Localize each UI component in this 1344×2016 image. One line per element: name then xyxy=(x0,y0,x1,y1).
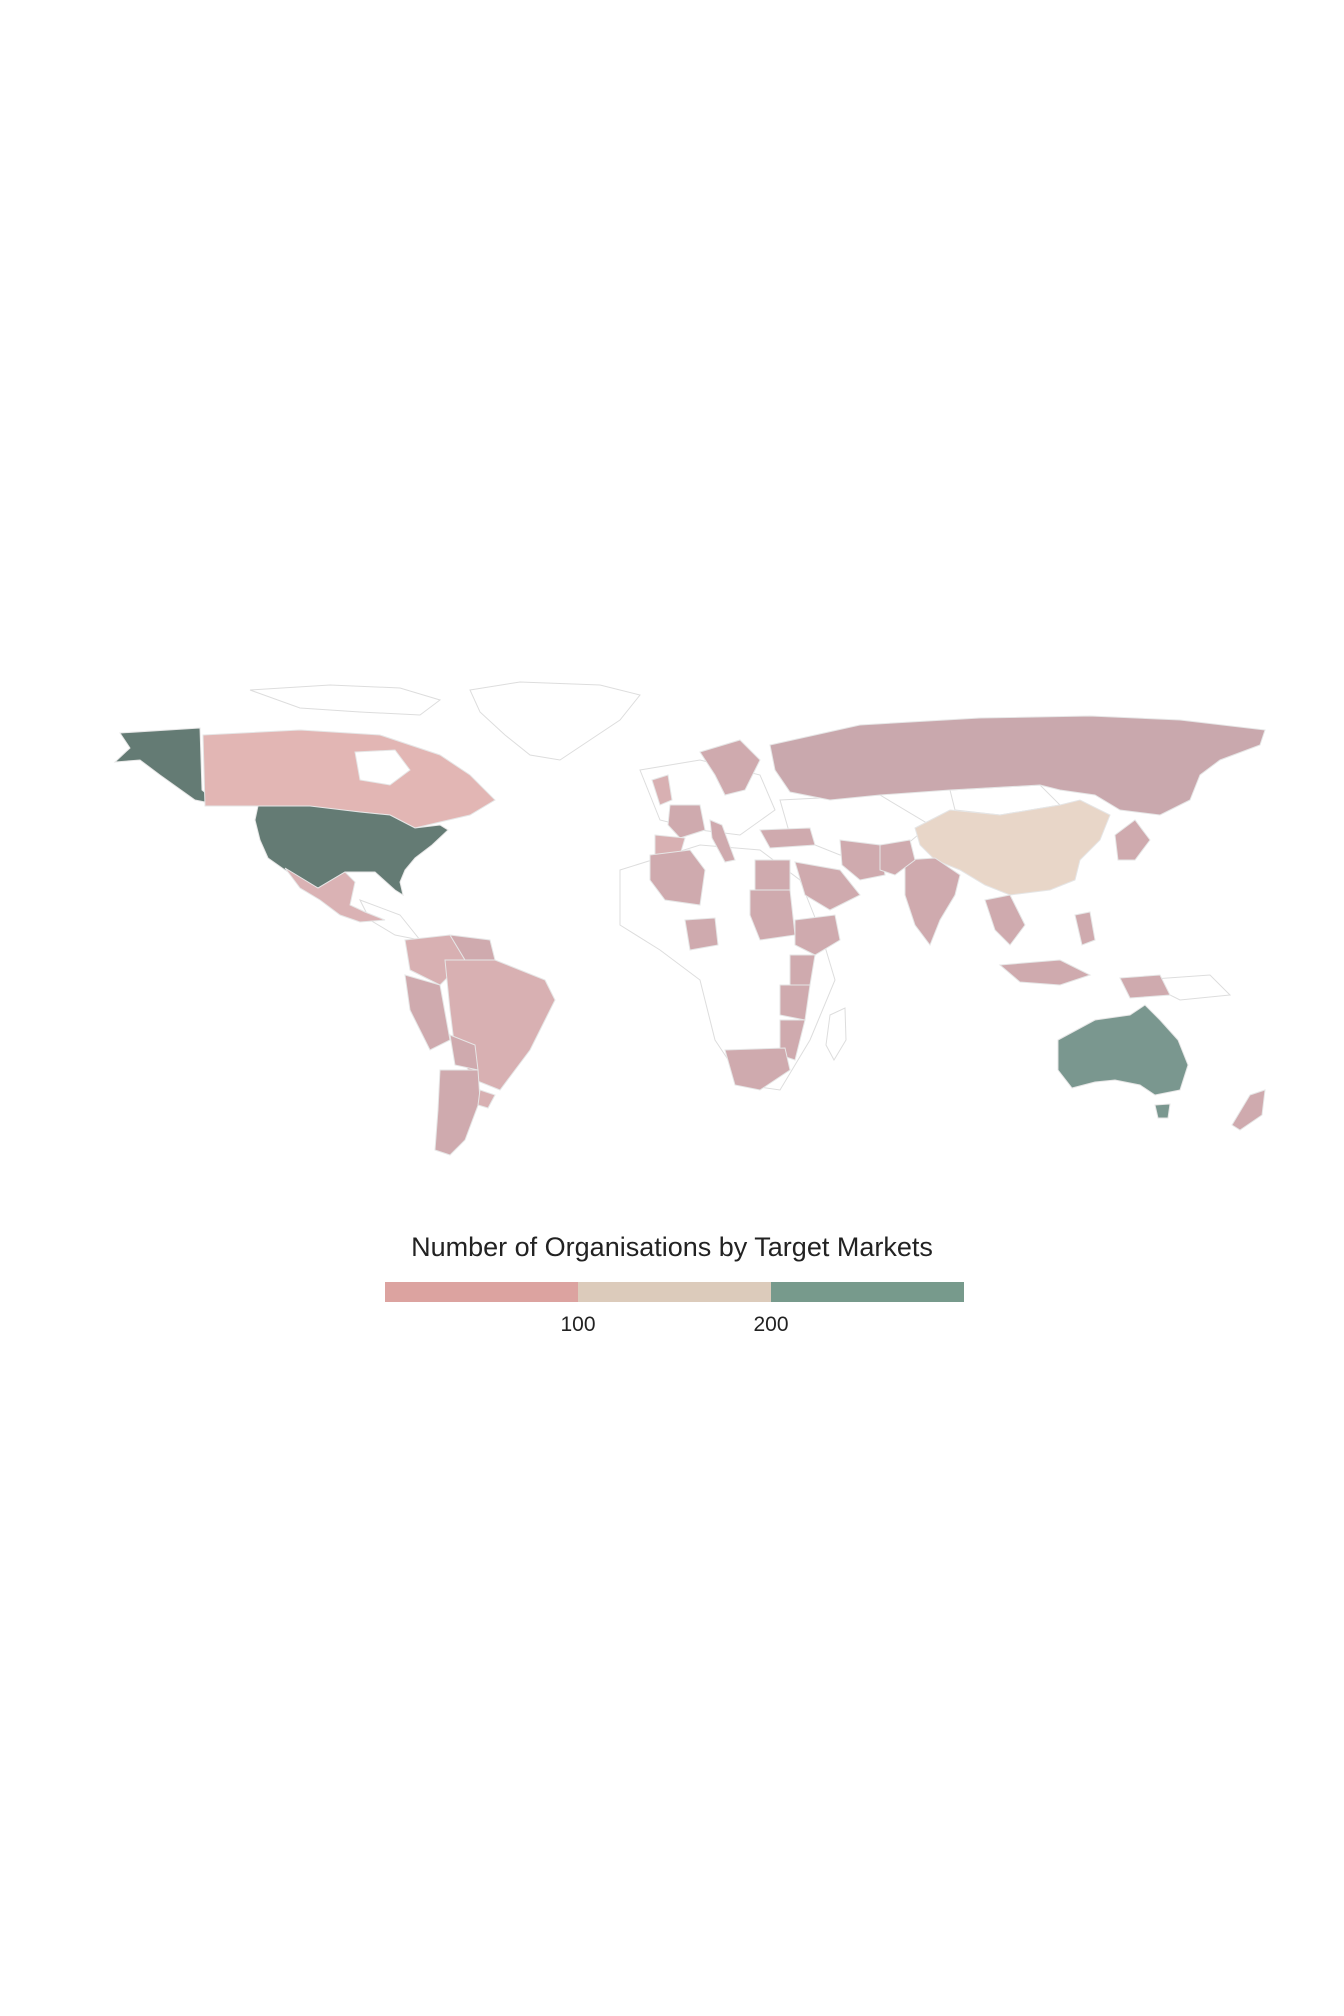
turkey-shape xyxy=(759,827,816,849)
kenya-shape xyxy=(789,954,816,986)
mozambique-shape xyxy=(779,1019,806,1061)
algeria-shape xyxy=(649,849,706,906)
legend-segment-low xyxy=(385,1282,578,1302)
tanzania-shape xyxy=(779,984,811,1021)
mexico-shape xyxy=(284,867,386,923)
countries-with-data xyxy=(113,715,1266,1156)
legend-tick-200: 200 xyxy=(753,1313,789,1336)
legend-tick-100: 100 xyxy=(560,1313,596,1336)
arctic-islands-shape xyxy=(249,684,442,716)
hudson-bay-shape xyxy=(354,749,411,786)
scandinavia-shape xyxy=(699,739,761,796)
legend-segment-mid xyxy=(578,1282,771,1302)
png-shape xyxy=(1119,974,1171,999)
greenland-shape xyxy=(469,681,641,761)
legend-segment-high xyxy=(771,1282,964,1302)
uruguay-shape xyxy=(477,1089,496,1109)
iran-shape xyxy=(839,839,886,881)
indonesia-shape xyxy=(998,959,1092,986)
philippines-shape xyxy=(1074,911,1096,946)
nigeria-shape xyxy=(684,917,719,951)
new-zealand-shape xyxy=(1231,1089,1266,1131)
uk-shape xyxy=(651,774,673,806)
ethiopia-shape xyxy=(794,914,841,956)
france-shape xyxy=(667,804,706,839)
madagascar-shape xyxy=(825,1007,847,1062)
korea-japan-shape xyxy=(1114,819,1151,861)
china-shape xyxy=(914,799,1111,896)
tasmania-shape xyxy=(1154,1103,1171,1119)
saudi-shape xyxy=(794,861,861,911)
india-shape xyxy=(904,857,961,947)
alaska-shape xyxy=(113,727,221,806)
south-africa-shape xyxy=(724,1047,791,1091)
legend-title: Number of Organisations by Target Market… xyxy=(411,1232,933,1262)
peru-shape xyxy=(404,974,451,1051)
sudan-shape xyxy=(749,889,796,941)
united-states-shape xyxy=(254,805,449,897)
russia-shape xyxy=(769,715,1266,816)
australia-shape xyxy=(1057,1004,1189,1096)
egypt-shape xyxy=(754,859,791,891)
italy-shape xyxy=(709,819,736,863)
argentina-shape xyxy=(434,1069,481,1156)
pakistan-shape xyxy=(879,839,916,876)
southeast-asia-shape xyxy=(984,894,1026,946)
